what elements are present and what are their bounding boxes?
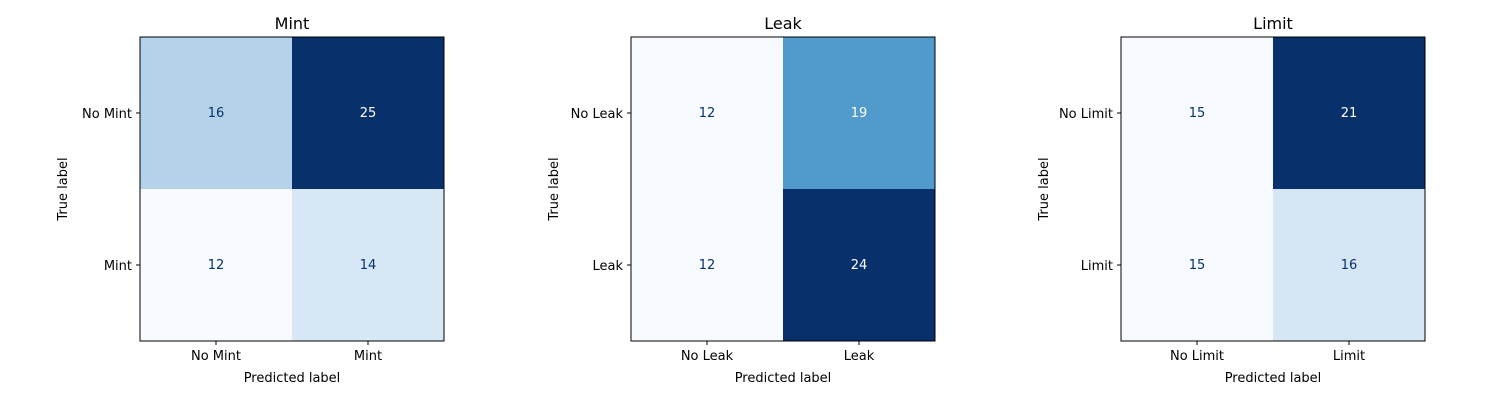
cell-value-label: 16 (208, 106, 225, 121)
x-tick-label: Mint (354, 349, 382, 364)
plot-frame (630, 36, 936, 342)
y-tick-label: Leak (592, 259, 623, 274)
y-tick-label: Limit (1081, 259, 1113, 274)
heatmap-cell (1121, 37, 1273, 189)
heatmap-cell (140, 189, 292, 341)
cell-value-label: 12 (208, 258, 225, 273)
cell-value-label: 15 (1189, 106, 1206, 121)
cell-value-label: 16 (1341, 258, 1358, 273)
heatmap-cell (292, 189, 444, 341)
cell-value-label: 14 (360, 258, 377, 273)
heatmap-cell (631, 189, 783, 341)
x-axis-label: Predicted label (1225, 371, 1322, 386)
chart-title: Mint (275, 14, 310, 33)
y-tick-label: No Limit (1059, 107, 1113, 122)
plot-frame (139, 36, 445, 342)
y-axis-label: True label (547, 157, 562, 221)
x-tick-label: Limit (1333, 349, 1365, 364)
heatmap-cell (1273, 37, 1425, 189)
x-axis-label: Predicted label (244, 371, 341, 386)
x-tick-label: No Limit (1170, 349, 1224, 364)
cell-value-label: 12 (699, 258, 716, 273)
chart-title: Limit (1253, 14, 1293, 33)
heatmap-cell (292, 37, 444, 189)
x-tick-label: Leak (844, 349, 875, 364)
heatmap-cell (140, 37, 292, 189)
cell-value-label: 19 (851, 106, 868, 121)
plot-frame (1120, 36, 1426, 342)
heatmap-cell (783, 37, 935, 189)
y-axis-label: True label (56, 157, 71, 221)
cell-value-label: 24 (851, 258, 868, 273)
x-tick-label: No Leak (681, 349, 734, 364)
y-tick-label: No Mint (82, 107, 132, 122)
cell-value-label: 12 (699, 106, 716, 121)
y-tick-label: Mint (104, 259, 132, 274)
cell-value-label: 21 (1341, 106, 1358, 121)
heatmap-cell (1273, 189, 1425, 341)
x-axis-label: Predicted label (735, 371, 832, 386)
cell-value-label: 15 (1189, 258, 1206, 273)
chart-title: Leak (764, 14, 802, 33)
x-tick-label: No Mint (191, 349, 241, 364)
y-tick-label: No Leak (571, 107, 624, 122)
heatmap-cell (631, 37, 783, 189)
cell-value-label: 25 (360, 106, 377, 121)
heatmap-cell (1121, 189, 1273, 341)
heatmap-cell (783, 189, 935, 341)
y-axis-label: True label (1037, 157, 1052, 221)
